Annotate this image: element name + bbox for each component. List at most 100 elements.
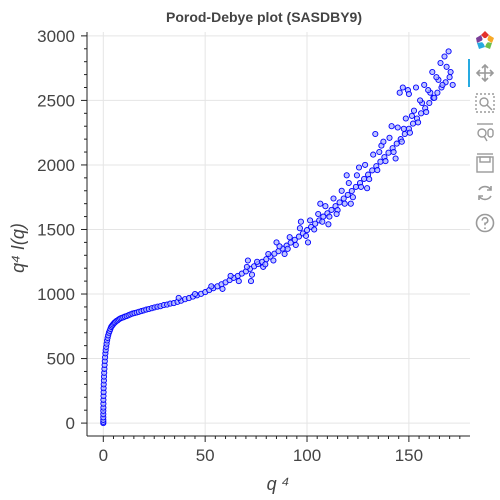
data-point xyxy=(248,271,256,278)
data-point xyxy=(429,68,436,76)
y-tick-label: 2000 xyxy=(37,156,75,175)
data-point xyxy=(433,74,440,81)
plot-canvas[interactable]: Porod-Debye plot (SASDBY9) 0 50 100 1500500… xyxy=(0,0,470,500)
data-point xyxy=(270,257,277,264)
data-point xyxy=(364,185,371,192)
data-point xyxy=(243,263,250,270)
data-point xyxy=(347,200,354,207)
data-point xyxy=(390,148,397,156)
grid xyxy=(87,32,470,436)
data-point xyxy=(302,232,310,239)
data-point xyxy=(286,234,293,241)
data-point xyxy=(227,272,234,279)
data-point xyxy=(408,112,415,119)
data-point xyxy=(392,155,399,162)
save-icon[interactable] xyxy=(474,152,496,174)
pan-icon[interactable] xyxy=(474,62,496,84)
data-point xyxy=(398,138,405,145)
data-point xyxy=(265,250,272,258)
data-point xyxy=(254,258,261,265)
data-point xyxy=(434,89,441,96)
data-point xyxy=(361,175,368,182)
data-point xyxy=(370,151,377,158)
data-point xyxy=(357,183,365,190)
x-tick-label: 100 xyxy=(293,446,321,465)
data-point xyxy=(437,59,444,67)
reset-icon[interactable] xyxy=(474,182,496,204)
x-axis-label: q ⁴ xyxy=(267,474,290,494)
data-point xyxy=(445,48,452,55)
data-point xyxy=(336,199,343,206)
data-point xyxy=(219,285,226,292)
data-point xyxy=(447,68,454,76)
y-tick-label: 1500 xyxy=(37,220,75,239)
data-point xyxy=(418,110,425,117)
data-point xyxy=(352,183,359,190)
data-point xyxy=(355,164,363,171)
wheel-zoom-icon[interactable] xyxy=(474,122,496,144)
data-point xyxy=(402,115,409,122)
data-point xyxy=(175,294,182,301)
y-axis-label: q⁴ I(q) xyxy=(8,223,28,273)
data-point xyxy=(297,218,304,225)
x-tick-label: 50 xyxy=(196,446,215,465)
data-point xyxy=(191,290,199,298)
data-point xyxy=(326,213,333,220)
data-point xyxy=(317,200,324,207)
data-point xyxy=(328,206,335,213)
data-point xyxy=(315,210,322,218)
data-point xyxy=(421,81,428,88)
chart-title: Porod-Debye plot (SASDBY9) xyxy=(166,9,362,25)
data-point xyxy=(330,195,337,202)
data-point xyxy=(325,221,332,228)
data-point xyxy=(247,278,255,285)
data-point xyxy=(410,107,418,114)
data-point xyxy=(449,81,456,88)
data-point xyxy=(312,220,319,227)
bokeh-logo-icon[interactable] xyxy=(474,30,496,52)
data-point xyxy=(377,158,384,165)
data-point xyxy=(385,149,392,156)
x-tick-label: 150 xyxy=(395,446,423,465)
data-point xyxy=(343,172,350,179)
data-point xyxy=(439,81,446,88)
data-point xyxy=(345,179,352,187)
box-zoom-icon[interactable] xyxy=(474,92,496,114)
data-point xyxy=(396,89,403,96)
data-point xyxy=(319,218,326,225)
data-point xyxy=(417,97,424,104)
data-point xyxy=(409,120,417,127)
data-point xyxy=(393,140,400,147)
data-point xyxy=(405,90,412,98)
data-point xyxy=(311,226,318,233)
data-point xyxy=(372,130,379,138)
data-point xyxy=(333,210,340,218)
active-tool-indicator xyxy=(468,59,470,87)
y-tick-label: 2500 xyxy=(37,91,75,110)
data-point xyxy=(423,108,430,116)
data-point xyxy=(295,233,302,240)
data-point xyxy=(348,187,355,195)
data-point xyxy=(441,53,448,60)
data-point xyxy=(307,217,314,224)
data-point xyxy=(401,130,408,138)
data-point xyxy=(322,203,329,210)
data-point xyxy=(292,241,299,249)
data-point xyxy=(296,225,303,232)
data-point xyxy=(284,245,291,252)
y-tick-label: 0 xyxy=(66,414,75,433)
y-tick-label: 1000 xyxy=(37,285,75,304)
data-point xyxy=(426,99,433,107)
data-point xyxy=(344,191,351,198)
data-point xyxy=(304,239,312,246)
data-point xyxy=(380,138,387,145)
data-point xyxy=(303,227,311,234)
data-point xyxy=(431,94,438,101)
data-point xyxy=(208,283,215,290)
data-point xyxy=(349,194,356,201)
x-tick-label: 0 xyxy=(99,446,108,465)
data-point xyxy=(369,167,376,174)
help-icon[interactable] xyxy=(474,212,496,234)
data-point xyxy=(353,172,360,179)
